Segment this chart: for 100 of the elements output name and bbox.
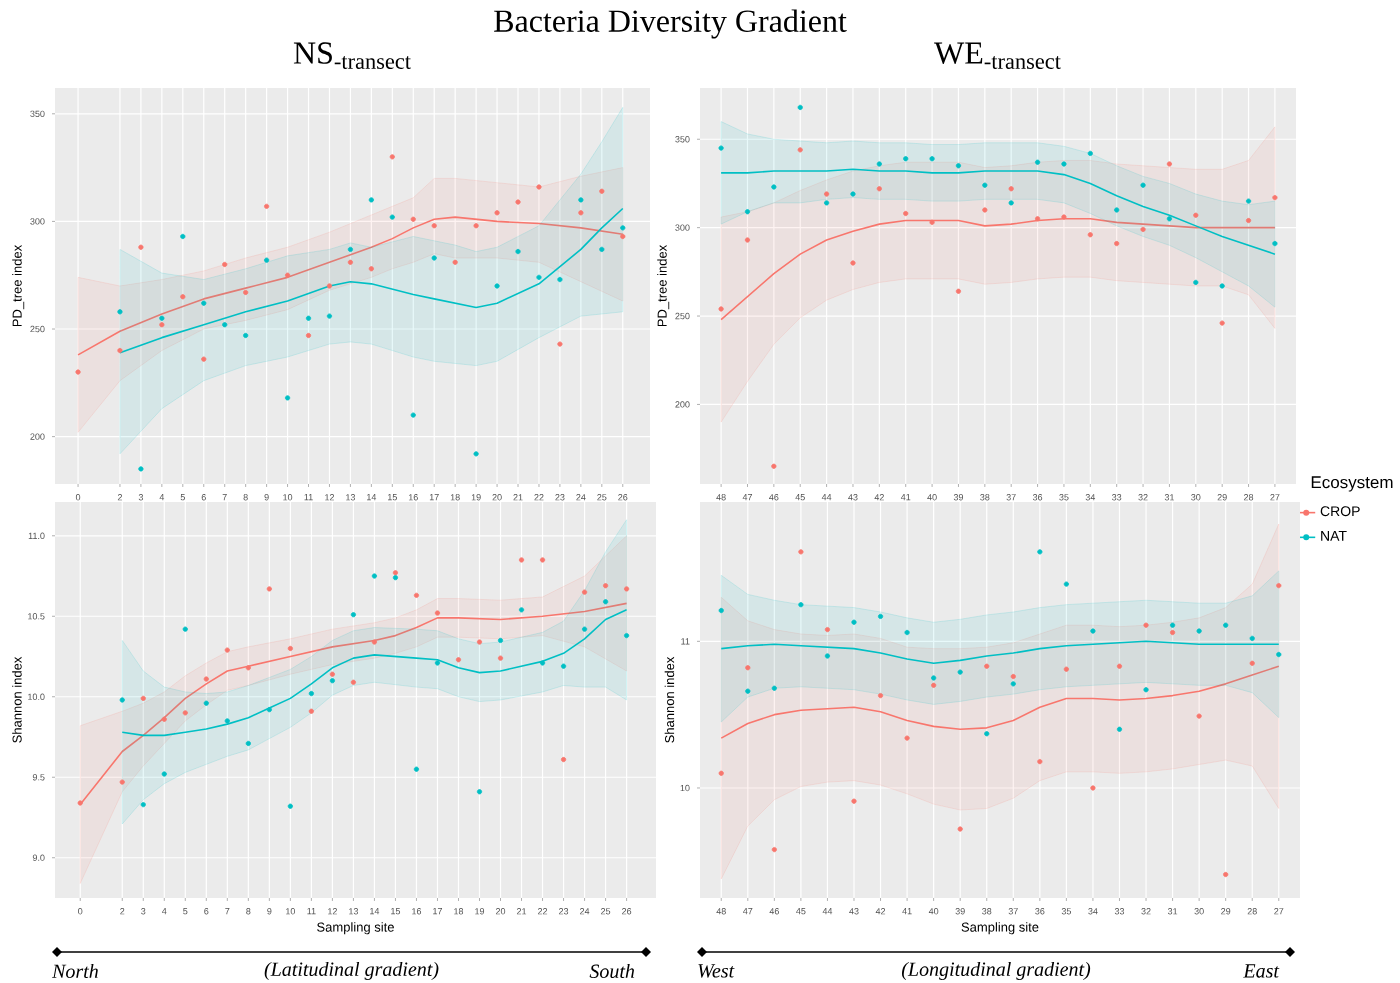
x-tick-label: 15 (388, 494, 397, 501)
point (284, 272, 291, 278)
x-tick-label: 29 (1221, 908, 1231, 915)
point (117, 309, 123, 315)
point (851, 798, 857, 804)
point (824, 200, 830, 206)
x-tick-label: 12 (328, 908, 337, 915)
point (284, 395, 291, 401)
point (182, 710, 188, 716)
point (824, 653, 831, 659)
text: East (1243, 964, 1280, 978)
point (410, 412, 416, 418)
point (1140, 226, 1146, 233)
x-tick-label: 37 (1006, 494, 1016, 501)
point (718, 607, 724, 614)
point (140, 802, 146, 808)
point (1034, 159, 1041, 165)
point (581, 626, 588, 632)
point (877, 692, 884, 699)
point (389, 214, 395, 220)
point (201, 300, 207, 306)
x-tick-label: 0 (75, 494, 81, 501)
point (557, 341, 563, 347)
x-tick-label: 10 (286, 908, 296, 915)
point (904, 735, 910, 741)
point (413, 766, 420, 772)
x-tick-label: 45 (795, 494, 805, 501)
point (1166, 161, 1173, 167)
point (1223, 622, 1229, 628)
point (745, 688, 751, 694)
point (1061, 161, 1067, 167)
point (1116, 726, 1123, 732)
x-tick-label: 36 (1032, 494, 1043, 501)
x-tick-label: 24 (580, 908, 590, 915)
point (203, 676, 209, 682)
x-tick-label: 27 (1274, 908, 1284, 915)
point (431, 223, 437, 229)
x-tick-label: 11 (307, 908, 316, 915)
x-tick-label: 15 (391, 908, 401, 915)
point (850, 260, 856, 266)
x-tick-label: 9 (264, 494, 269, 501)
x-tick-label: 4 (162, 908, 167, 915)
point (1037, 758, 1043, 765)
x-tick-label: 29 (1217, 494, 1227, 501)
x-tick-label: 30 (1191, 494, 1201, 501)
point (744, 209, 751, 215)
x-tick-label: 27 (1270, 494, 1280, 501)
point (539, 660, 546, 666)
point (1087, 232, 1093, 238)
point (329, 678, 335, 684)
point (350, 612, 357, 618)
point (931, 675, 937, 681)
x-tick-label: 31 (1167, 908, 1178, 915)
point (119, 779, 125, 785)
point (347, 246, 354, 252)
point (771, 846, 777, 853)
point (539, 557, 546, 563)
legend-title: Ecosystem (1311, 476, 1393, 492)
point (1272, 194, 1278, 201)
x-tick-label: 44 (821, 494, 832, 501)
x-tick-label: 42 (874, 494, 884, 501)
point (515, 199, 521, 205)
y-tick-label: 11 (681, 638, 690, 645)
point (797, 104, 803, 111)
point (1143, 687, 1149, 693)
point (1010, 681, 1016, 687)
point (264, 203, 270, 209)
point (518, 607, 525, 613)
point (1193, 279, 1199, 286)
point (876, 186, 882, 192)
x-tick-label: 22 (534, 494, 544, 501)
point (140, 695, 146, 701)
point (824, 626, 831, 633)
x-tick-label: 24 (576, 494, 586, 501)
y-tick-label: 300 (30, 218, 45, 225)
point (1169, 622, 1176, 628)
point (119, 697, 125, 703)
point (266, 586, 272, 592)
point (350, 679, 357, 685)
x-tick-label: 19 (471, 494, 481, 501)
x-tick-label: 21 (516, 908, 527, 915)
point (138, 244, 144, 250)
point (1090, 785, 1096, 791)
point (877, 613, 884, 619)
point (347, 259, 354, 265)
x-tick-label: 6 (201, 494, 206, 501)
point (329, 671, 335, 677)
x-tick-label: 21 (513, 494, 523, 501)
point (494, 283, 500, 289)
x-tick-label: 30 (1194, 908, 1204, 915)
point (620, 233, 626, 240)
point (434, 610, 441, 616)
x-tick-label: 43 (849, 908, 859, 915)
point (1034, 216, 1041, 222)
point (1010, 673, 1016, 680)
x-axis-title: Sampling site (961, 922, 1039, 935)
x-tick-label: 40 (928, 908, 939, 915)
point (1116, 663, 1123, 669)
point (1008, 200, 1014, 206)
x-tick-label: 25 (597, 494, 607, 501)
